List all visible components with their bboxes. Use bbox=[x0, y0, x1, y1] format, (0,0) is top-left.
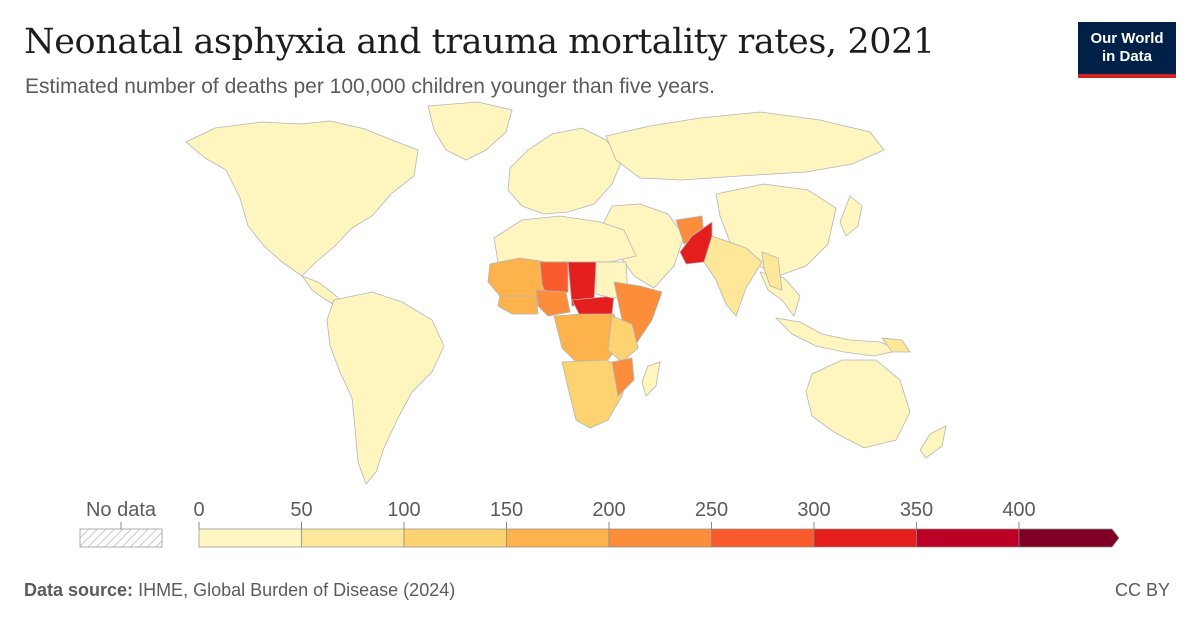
region-north-america[interactable] bbox=[185, 120, 419, 277]
legend-tick-250: 250 bbox=[695, 499, 728, 521]
legend-bin-400-plus bbox=[1018, 528, 1120, 548]
data-source: Data source: IHME, Global Burden of Dise… bbox=[24, 580, 455, 601]
logo-line-2: in Data bbox=[1101, 48, 1152, 65]
region-mozambique[interactable] bbox=[611, 357, 635, 397]
legend-bin-250-300 bbox=[711, 528, 815, 548]
region-greenland[interactable] bbox=[427, 101, 513, 161]
region-indonesia[interactable] bbox=[774, 317, 902, 357]
data-source-label: Data source: bbox=[24, 580, 134, 600]
region-guinea-coast[interactable] bbox=[497, 295, 539, 315]
logo-line-1: Our World bbox=[1090, 30, 1164, 47]
region-new-zealand[interactable] bbox=[919, 425, 947, 459]
color-legend: No data 0 50 100 150 200 250 300 350 400 bbox=[79, 499, 1120, 548]
region-nigeria[interactable] bbox=[535, 289, 571, 317]
map-land bbox=[185, 101, 947, 485]
legend-bin-350-400 bbox=[916, 528, 1020, 548]
legend-tick-marks bbox=[198, 522, 1020, 529]
region-madagascar[interactable] bbox=[641, 361, 661, 397]
legend-bin-0-50 bbox=[198, 528, 302, 548]
chart-title: Neonatal asphyxia and trauma mortality r… bbox=[24, 22, 935, 62]
legend-no-data-label: No data bbox=[86, 499, 157, 521]
chart-subtitle: Estimated number of deaths per 100,000 c… bbox=[25, 75, 715, 98]
region-south-america[interactable] bbox=[326, 291, 445, 485]
owid-logo[interactable]: Our World in Data bbox=[1078, 22, 1176, 78]
legend-bins bbox=[198, 528, 1120, 548]
legend-bin-100-150 bbox=[403, 528, 507, 548]
region-australia[interactable] bbox=[805, 359, 911, 449]
legend-tick-0: 0 bbox=[193, 499, 204, 521]
legend-bin-200-250 bbox=[608, 528, 712, 548]
legend-bin-50-100 bbox=[301, 528, 405, 548]
region-central-african-republic[interactable] bbox=[571, 295, 615, 317]
region-japan[interactable] bbox=[839, 195, 863, 237]
legend-tick-200: 200 bbox=[592, 499, 625, 521]
legend-no-data-swatch bbox=[79, 528, 163, 548]
license-label[interactable]: CC BY bbox=[1114, 580, 1170, 600]
region-russia[interactable] bbox=[605, 111, 885, 181]
region-myanmar[interactable] bbox=[761, 251, 783, 291]
region-europe[interactable] bbox=[507, 127, 623, 215]
legend-tick-350: 350 bbox=[900, 499, 933, 521]
legend-tick-150: 150 bbox=[490, 499, 523, 521]
region-india[interactable] bbox=[703, 235, 763, 317]
legend-tick-300: 300 bbox=[797, 499, 830, 521]
legend-bin-150-200 bbox=[506, 528, 610, 548]
region-papua-new-guinea[interactable] bbox=[881, 337, 911, 353]
world-map[interactable] bbox=[0, 100, 1200, 490]
legend-bin-300-350 bbox=[813, 528, 917, 548]
data-source-text[interactable]: IHME, Global Burden of Disease (2024) bbox=[138, 580, 456, 600]
legend-tick-400: 400 bbox=[1002, 499, 1035, 521]
legend-tick-50: 50 bbox=[290, 499, 312, 521]
region-east-africa[interactable] bbox=[607, 315, 639, 363]
legend-tick-100: 100 bbox=[387, 499, 420, 521]
